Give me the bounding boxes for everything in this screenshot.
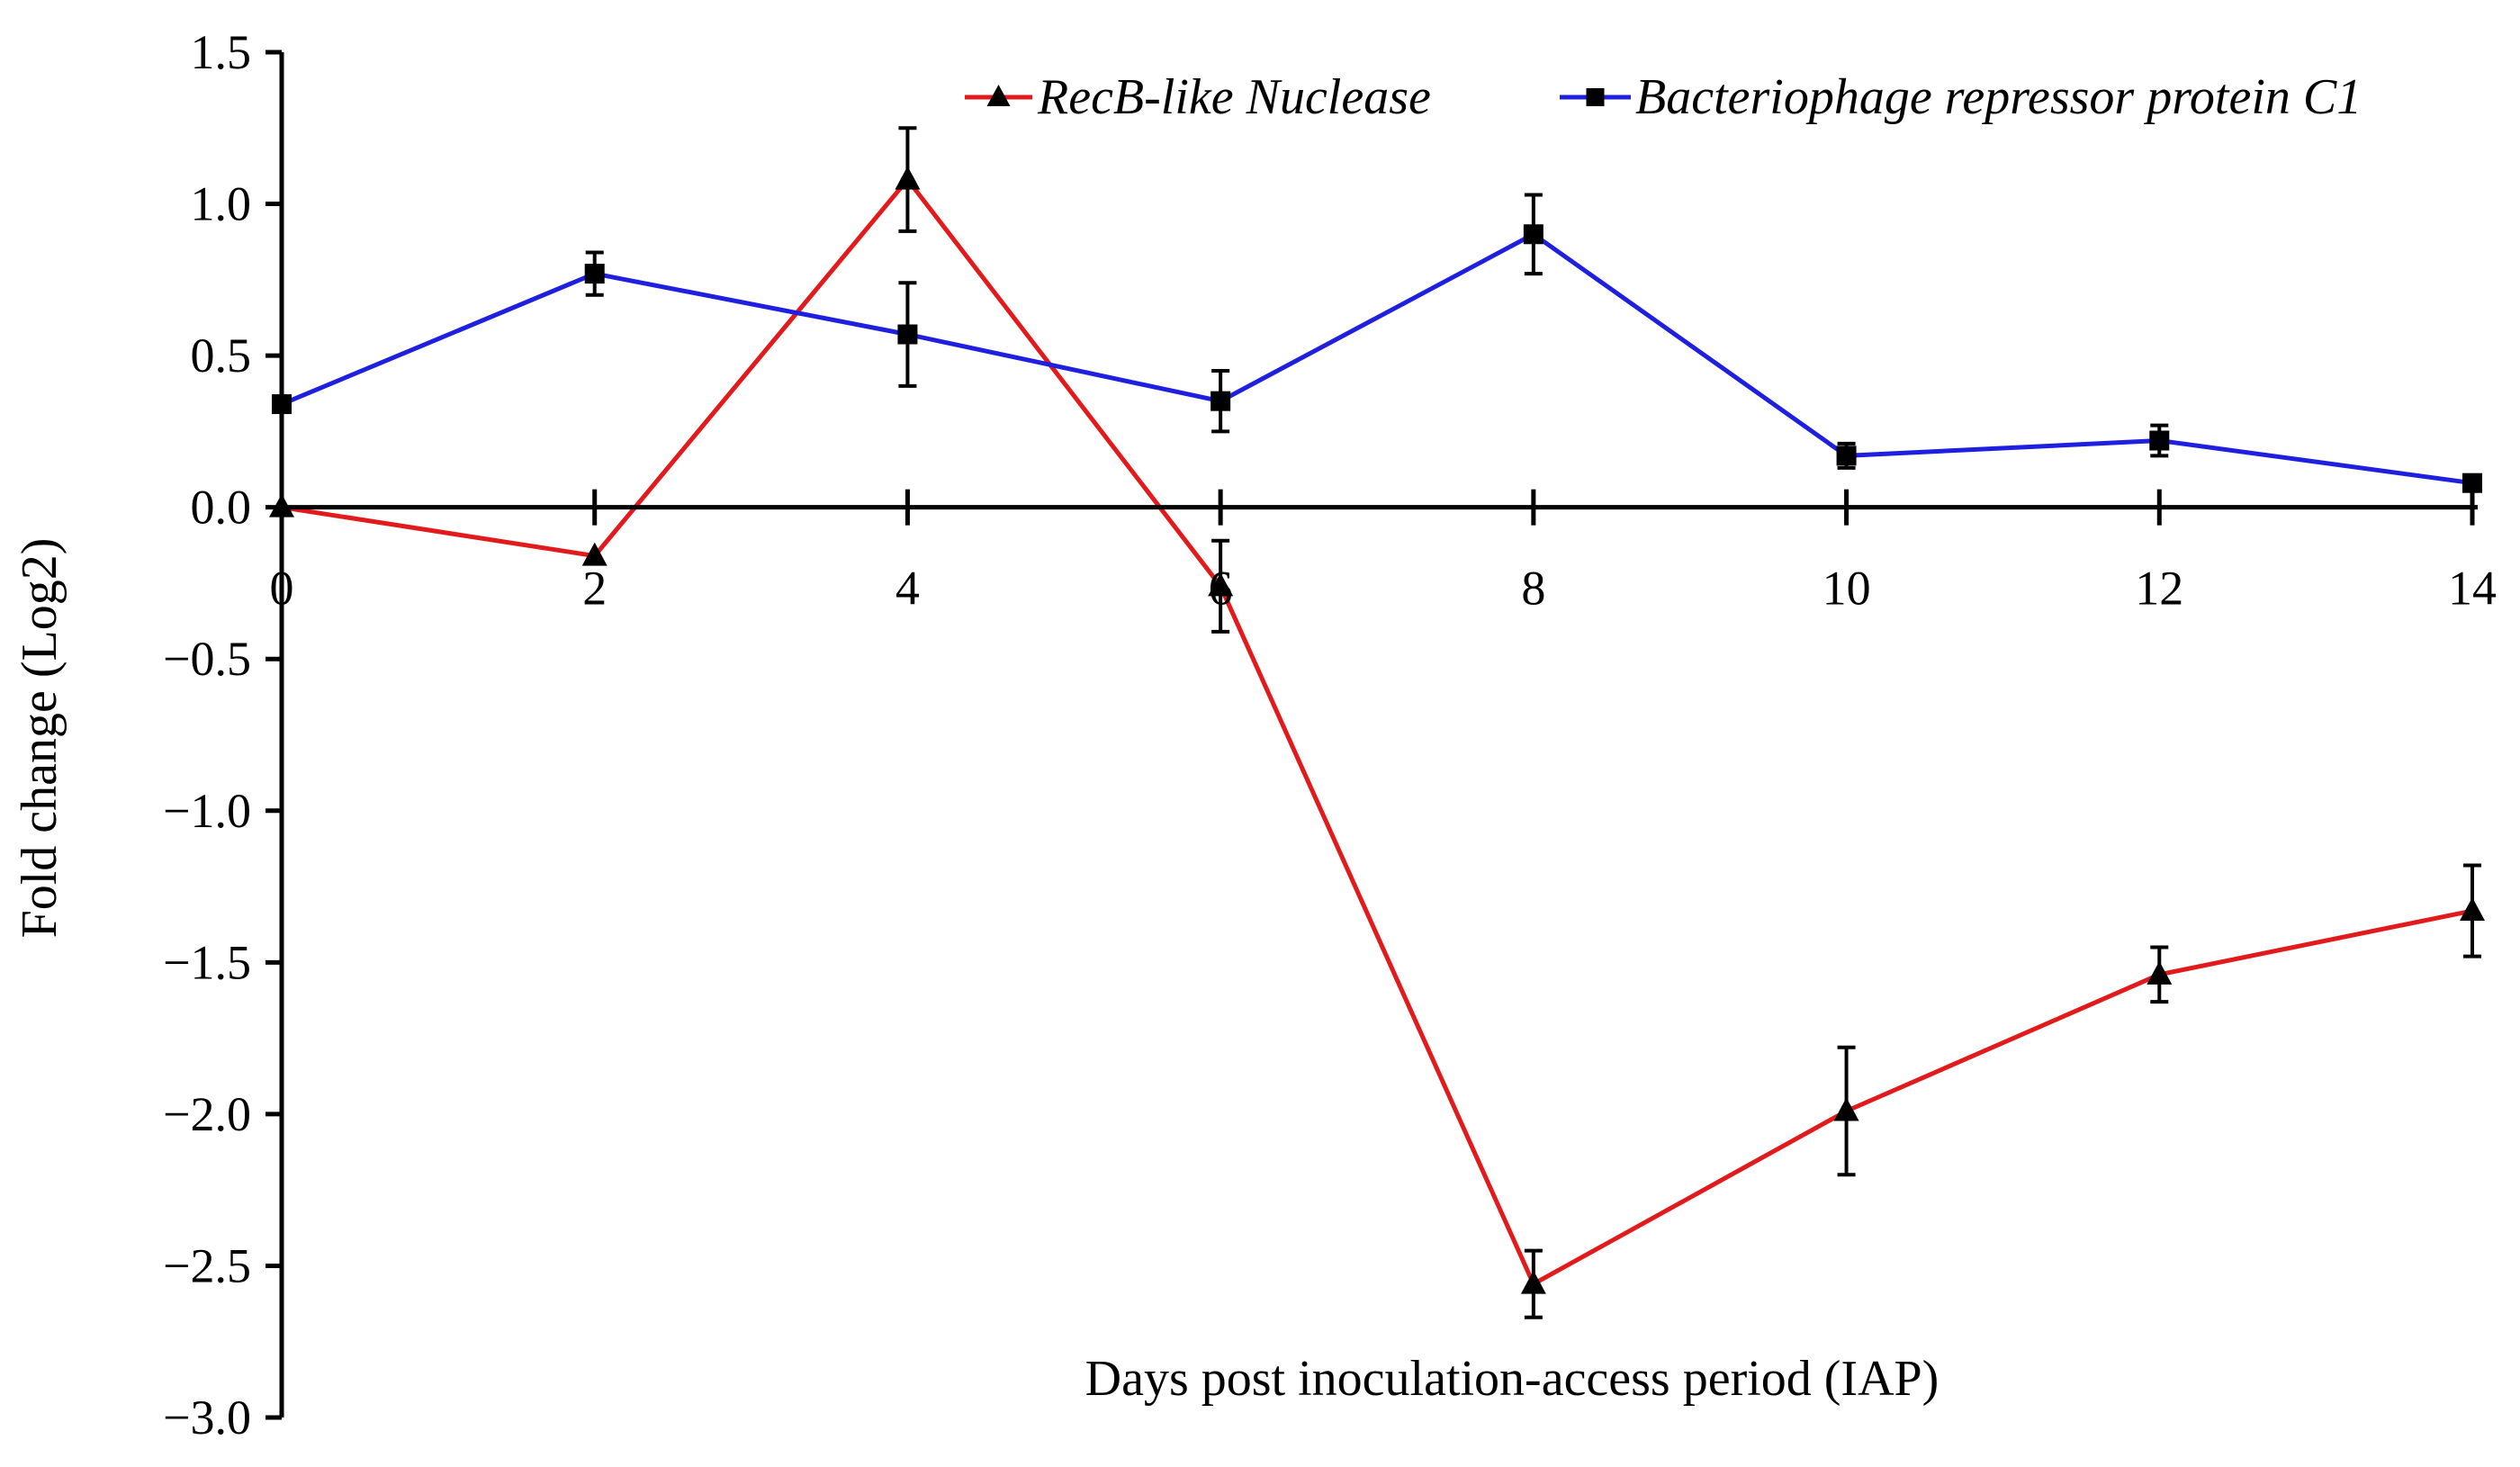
y-tick-label: 1.5 bbox=[191, 25, 252, 79]
series-line-recb bbox=[281, 177, 2473, 1287]
data-point-repressor bbox=[897, 324, 918, 345]
y-tick-label: 0.5 bbox=[191, 328, 252, 382]
y-tick-label: 0.0 bbox=[191, 481, 252, 535]
y-tick-label: −3.0 bbox=[163, 1390, 251, 1444]
y-tick-label: −1.5 bbox=[163, 935, 251, 989]
data-point-repressor bbox=[2462, 472, 2482, 493]
x-tick-label: 8 bbox=[1521, 562, 1545, 616]
data-point-repressor bbox=[1523, 224, 1544, 245]
legend-marker-recb bbox=[986, 85, 1011, 106]
data-point-recb bbox=[895, 166, 921, 190]
x-tick-label: 0 bbox=[270, 562, 294, 616]
legend-label-repressor: Bacteriophage repressor protein C1 bbox=[1635, 69, 2362, 125]
x-tick-label: 2 bbox=[582, 562, 607, 616]
data-point-recb bbox=[1208, 572, 1234, 597]
data-point-recb bbox=[2146, 960, 2173, 985]
data-point-repressor bbox=[584, 264, 605, 284]
x-tick-label: 12 bbox=[2135, 562, 2183, 616]
y-axis-title: Fold change (Log2) bbox=[12, 538, 68, 939]
legend-label-recb: RecB-like Nuclease bbox=[1037, 69, 1431, 125]
axes-layer: 1.5 1.0 0.5 0.0 −0.5 −1.0 −1.5 −2.0 −2.5 −3.0 0 2 4 6… bbox=[163, 25, 2497, 1444]
legend-marker-repressor bbox=[1586, 88, 1605, 106]
data-point-repressor bbox=[1836, 446, 1857, 466]
data-point-recb bbox=[1520, 1270, 1546, 1294]
x-tick-label: 10 bbox=[1822, 562, 1871, 616]
legend: RecB-like Nuclease Bacteriophage represso… bbox=[965, 69, 2362, 125]
y-tick-label: −2.0 bbox=[163, 1087, 251, 1141]
data-point-recb bbox=[581, 542, 608, 566]
y-tick-label: −1.0 bbox=[163, 784, 251, 838]
y-tick-label: 1.0 bbox=[191, 177, 252, 231]
x-tick-label: 4 bbox=[896, 562, 920, 616]
x-tick-label: 6 bbox=[1209, 562, 1233, 616]
y-tick-label: −2.5 bbox=[163, 1238, 251, 1292]
data-point-recb bbox=[1833, 1097, 1859, 1121]
x-axis-title: Days post inoculation-access period (IAP… bbox=[1085, 1351, 1940, 1407]
data-point-recb bbox=[2460, 897, 2485, 922]
series-line-repressor bbox=[281, 231, 2473, 486]
series-layer bbox=[269, 126, 2485, 1319]
x-tick-label: 14 bbox=[2448, 562, 2497, 616]
y-tick-label: −0.5 bbox=[163, 632, 251, 686]
data-point-repressor bbox=[1210, 391, 1231, 411]
data-point-repressor bbox=[2149, 430, 2170, 451]
